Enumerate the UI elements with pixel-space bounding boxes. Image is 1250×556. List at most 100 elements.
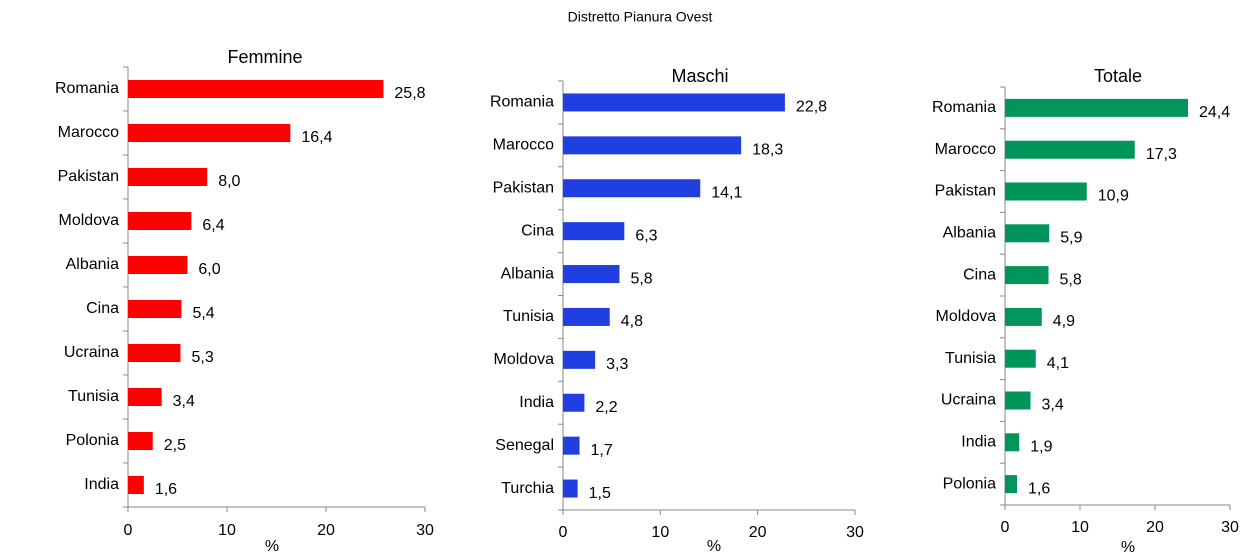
x-axis-label: % bbox=[1121, 539, 1135, 556]
bar bbox=[1005, 266, 1049, 285]
bar bbox=[1005, 224, 1050, 243]
value-label: 2,2 bbox=[595, 399, 617, 416]
bar bbox=[128, 432, 153, 450]
y-tick-label: Cina bbox=[521, 222, 554, 239]
y-tick-label: Moldova bbox=[936, 308, 997, 325]
y-tick-label: Tunisia bbox=[945, 350, 996, 367]
y-tick-label: India bbox=[961, 434, 996, 451]
bar bbox=[563, 393, 585, 412]
value-label: 1,9 bbox=[1030, 439, 1052, 456]
value-label: 4,8 bbox=[621, 313, 643, 330]
value-label: 10,9 bbox=[1098, 188, 1129, 205]
value-label: 4,9 bbox=[1053, 313, 1075, 330]
value-label: 6,3 bbox=[635, 227, 657, 244]
value-label: 1,6 bbox=[155, 481, 177, 498]
x-tick-label: 10 bbox=[651, 524, 669, 541]
y-tick-label: Marocco bbox=[935, 141, 996, 158]
bar bbox=[1005, 98, 1188, 117]
value-label: 3,3 bbox=[606, 356, 628, 373]
y-tick-label: Cina bbox=[963, 266, 996, 283]
value-label: 1,6 bbox=[1028, 480, 1050, 497]
x-tick-label: 20 bbox=[1146, 519, 1164, 536]
value-label: 6,4 bbox=[202, 217, 224, 234]
chart-title: Distretto Pianura Ovest bbox=[568, 9, 713, 25]
bar bbox=[563, 479, 578, 498]
bar bbox=[563, 265, 620, 284]
subplot-title: Maschi bbox=[671, 66, 728, 86]
x-tick-label: 30 bbox=[416, 522, 434, 539]
value-label: 25,8 bbox=[394, 85, 425, 102]
x-tick-label: 10 bbox=[218, 522, 236, 539]
bar bbox=[563, 136, 742, 155]
value-label: 17,3 bbox=[1146, 146, 1177, 163]
value-label: 3,4 bbox=[1042, 397, 1064, 414]
x-tick-label: 0 bbox=[559, 524, 568, 541]
y-tick-label: Cina bbox=[86, 300, 119, 317]
y-tick-label: Romania bbox=[55, 80, 119, 97]
x-axis-label: % bbox=[265, 538, 279, 555]
bar bbox=[128, 80, 384, 98]
value-label: 6,0 bbox=[198, 261, 220, 278]
x-tick-label: 20 bbox=[749, 524, 767, 541]
value-label: 1,5 bbox=[589, 485, 611, 502]
bar bbox=[1005, 140, 1135, 159]
bar bbox=[128, 124, 291, 142]
bar bbox=[128, 256, 188, 274]
y-tick-label: Pakistan bbox=[493, 179, 554, 196]
bar bbox=[1005, 433, 1020, 452]
y-tick-label: Moldova bbox=[59, 212, 120, 229]
value-label: 2,5 bbox=[164, 437, 186, 454]
y-tick-label: Romania bbox=[932, 99, 996, 116]
value-label: 5,8 bbox=[1060, 271, 1082, 288]
y-tick-label: Marocco bbox=[493, 137, 554, 154]
y-tick-label: Tunisia bbox=[68, 388, 119, 405]
y-tick-label: Romania bbox=[490, 94, 554, 111]
bar bbox=[128, 344, 181, 362]
y-tick-label: Ucraina bbox=[941, 392, 996, 409]
value-label: 5,9 bbox=[1060, 230, 1082, 247]
y-tick-label: Senegal bbox=[495, 437, 554, 454]
bar bbox=[563, 307, 610, 326]
value-label: 18,3 bbox=[752, 142, 783, 159]
subplot-title: Totale bbox=[1094, 66, 1142, 86]
bar bbox=[1005, 182, 1087, 201]
bar bbox=[128, 212, 192, 230]
value-label: 3,4 bbox=[173, 393, 195, 410]
x-tick-label: 0 bbox=[1001, 519, 1010, 536]
x-tick-label: 0 bbox=[124, 522, 133, 539]
y-tick-label: Albania bbox=[501, 265, 554, 282]
bar bbox=[563, 179, 701, 198]
bar bbox=[563, 222, 625, 241]
x-tick-label: 10 bbox=[1071, 519, 1089, 536]
value-label: 5,4 bbox=[192, 305, 214, 322]
bar bbox=[1005, 391, 1031, 410]
value-label: 16,4 bbox=[301, 129, 332, 146]
subplot-title: Femmine bbox=[227, 47, 302, 67]
value-label: 24,4 bbox=[1199, 104, 1230, 121]
bar bbox=[128, 300, 182, 318]
bar bbox=[128, 168, 208, 186]
bar bbox=[563, 436, 580, 455]
y-tick-label: Polonia bbox=[66, 432, 119, 449]
bar bbox=[128, 476, 144, 494]
value-label: 14,1 bbox=[711, 184, 742, 201]
x-tick-label: 30 bbox=[1221, 519, 1239, 536]
bar bbox=[1005, 307, 1042, 326]
y-tick-label: Pakistan bbox=[58, 168, 119, 185]
x-tick-label: 20 bbox=[317, 522, 335, 539]
value-label: 22,8 bbox=[796, 99, 827, 116]
y-tick-label: Ucraina bbox=[64, 344, 119, 361]
bar bbox=[563, 350, 596, 369]
bar bbox=[128, 388, 162, 406]
y-tick-label: Moldova bbox=[494, 351, 555, 368]
x-axis-label: % bbox=[707, 538, 721, 555]
y-tick-label: Pakistan bbox=[935, 183, 996, 200]
y-tick-label: India bbox=[519, 394, 554, 411]
y-tick-label: Marocco bbox=[58, 124, 119, 141]
value-label: 1,7 bbox=[591, 442, 613, 459]
bar bbox=[1005, 475, 1017, 494]
y-tick-label: Albania bbox=[66, 256, 119, 273]
value-label: 5,8 bbox=[630, 270, 652, 287]
y-tick-label: Turchia bbox=[501, 480, 554, 497]
